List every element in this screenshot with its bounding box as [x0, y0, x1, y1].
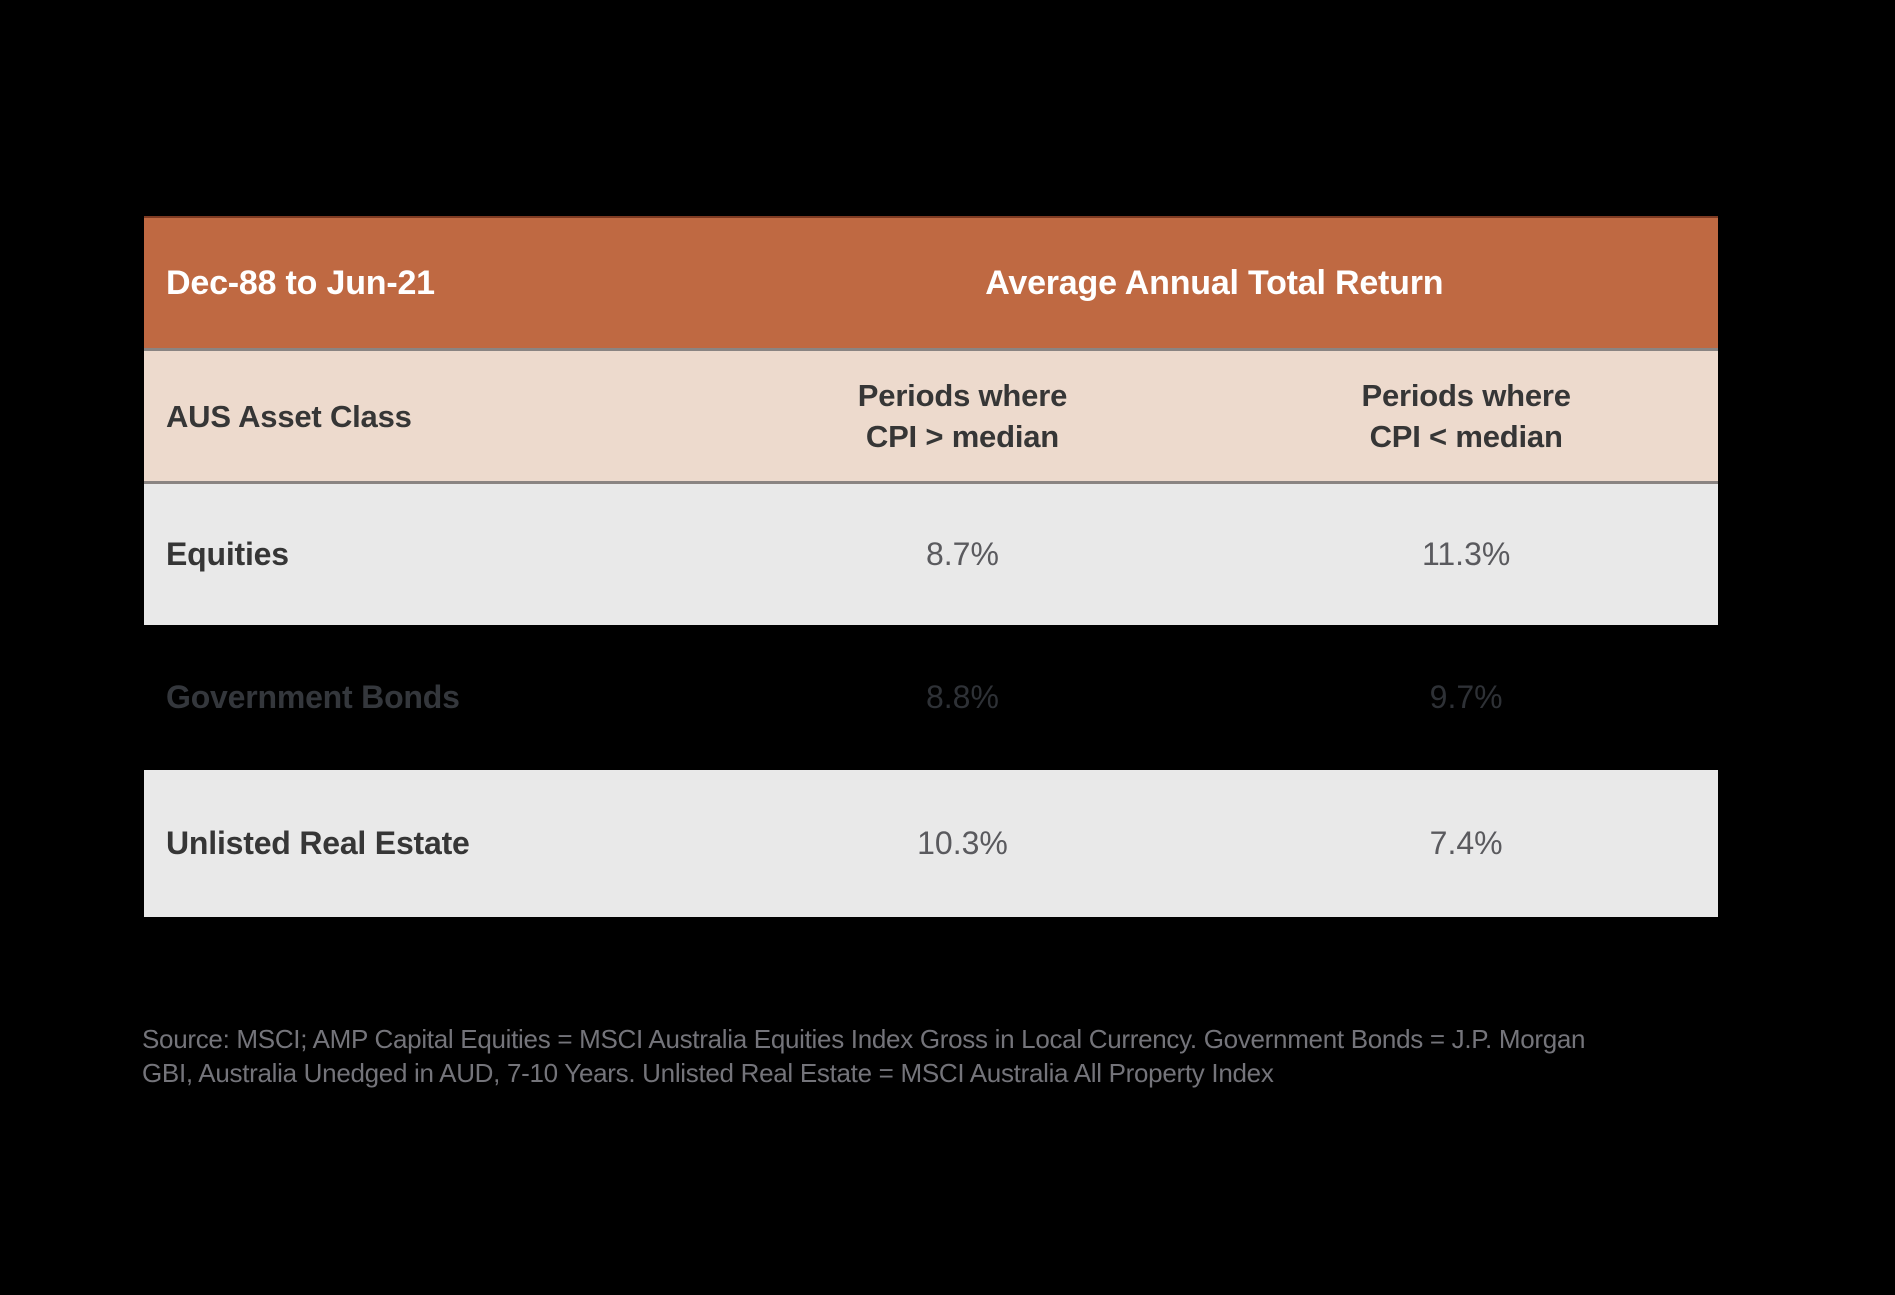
column-header-asset-class: AUS Asset Class [166, 398, 412, 434]
cpi-above-median-value: 8.7% [925, 536, 999, 572]
table-row-equities: Equities 8.7% 11.3% [144, 481, 1718, 625]
column-header-cpi-above-median: Periods where CPI > median [711, 375, 1215, 457]
asset-class-label: Government Bonds [166, 679, 460, 715]
column-header-line: CPI > median [865, 419, 1060, 454]
source-note-line: Source: MSCI; AMP Capital Equities = MSC… [142, 1024, 1586, 1054]
column-header-line: Periods where [857, 378, 1068, 413]
column-header-line: CPI < median [1369, 419, 1563, 454]
cpi-above-median-value: 10.3% [917, 825, 1008, 861]
cpi-below-median-value: 9.7% [1429, 679, 1503, 715]
asset-class-label: Equities [166, 536, 289, 572]
table-row-unlisted-real-estate: Unlisted Real Estate 10.3% 7.4% [144, 770, 1718, 917]
column-header-cpi-below-median: Periods where CPI < median [1214, 375, 1718, 457]
source-note-line: GBI, Australia Unedged in AUD, 7-10 Year… [142, 1058, 1274, 1088]
cpi-below-median-value: 7.4% [1429, 825, 1503, 861]
table-header-row: Dec-88 to Jun-21 Average Annual Total Re… [144, 216, 1718, 348]
asset-class-label: Unlisted Real Estate [166, 825, 470, 861]
cpi-below-median-value: 11.3% [1421, 536, 1511, 572]
table-title: Average Annual Total Return [985, 263, 1444, 302]
table-subheader-row: AUS Asset Class Periods where CPI > medi… [144, 348, 1718, 481]
period-label: Dec-88 to Jun-21 [166, 263, 435, 302]
table-row-government-bonds: Government Bonds 8.8% 9.7% [144, 625, 1718, 770]
average-annual-total-return-table: Dec-88 to Jun-21 Average Annual Total Re… [144, 216, 1718, 917]
source-note: Source: MSCI; AMP Capital Equities = MSC… [142, 1022, 1586, 1090]
cpi-above-median-value: 8.8% [925, 679, 999, 715]
column-header-line: Periods where [1361, 378, 1571, 413]
